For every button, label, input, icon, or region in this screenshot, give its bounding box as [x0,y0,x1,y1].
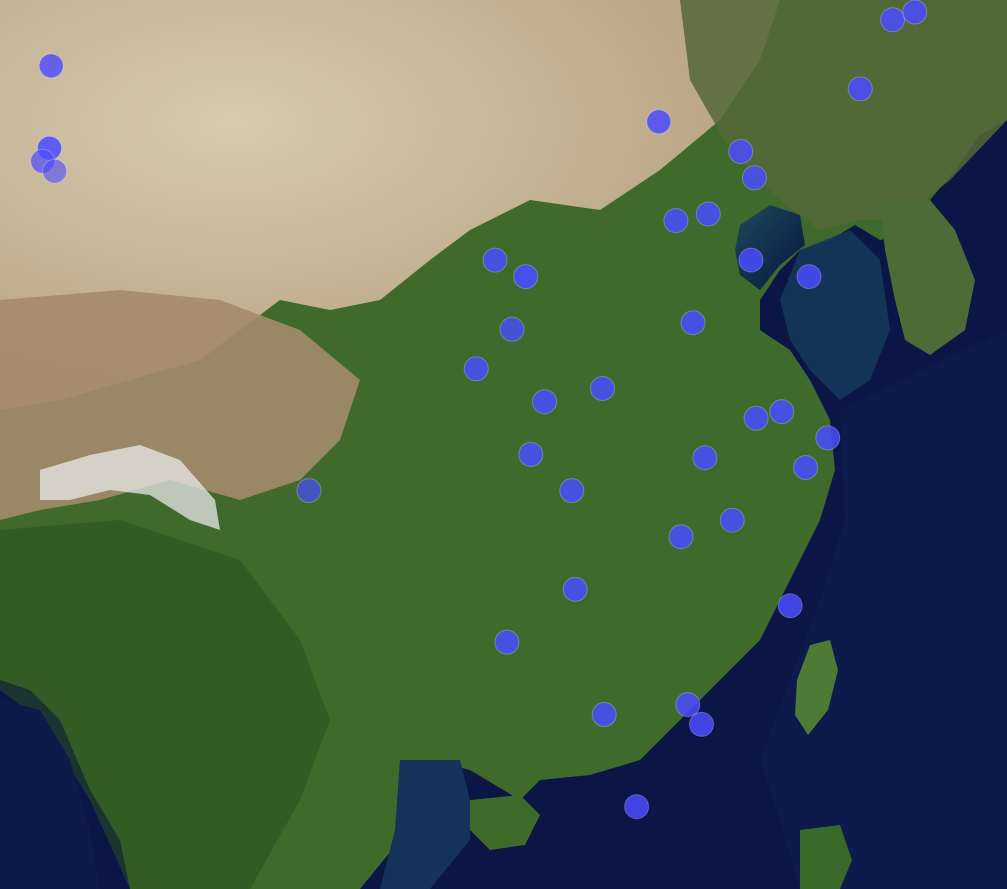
map-marker[interactable] [296,478,322,504]
land-forest-south [0,520,330,889]
land-taiwan [795,640,838,735]
map-marker[interactable] [769,399,795,425]
map-marker[interactable] [815,425,841,451]
map-marker[interactable] [624,794,650,820]
map-marker[interactable] [902,0,928,25]
map-marker[interactable] [499,316,525,342]
map-marker[interactable] [513,264,539,290]
land-luzon [800,825,852,889]
land-korea [880,200,975,355]
map-marker[interactable] [743,405,769,431]
map-marker[interactable] [646,109,672,135]
map-marker[interactable] [692,445,718,471]
map-marker[interactable] [42,158,68,184]
map-marker[interactable] [663,208,689,234]
sea-bengal [0,700,100,889]
map-marker[interactable] [518,441,544,467]
map-marker[interactable] [741,165,767,191]
sea-east [760,330,1007,889]
map-marker[interactable] [719,507,745,533]
map-marker[interactable] [463,356,489,382]
map-marker[interactable] [675,692,701,718]
land-hainan [470,795,540,850]
map-marker[interactable] [689,711,714,737]
map-marker[interactable] [777,593,803,619]
map-marker[interactable] [793,455,819,480]
map-marker[interactable] [695,201,721,227]
map-marker[interactable] [559,478,585,504]
map-marker[interactable] [482,247,508,273]
map-marker[interactable] [591,702,617,727]
map-marker[interactable] [590,376,615,401]
sea-tonkin [380,760,470,889]
map-marker[interactable] [562,576,588,602]
map-marker[interactable] [668,524,694,550]
map-marker[interactable] [796,264,822,290]
map-marker[interactable] [680,310,706,336]
map-marker[interactable] [532,389,557,415]
land-snow [40,445,220,530]
map-marker[interactable] [880,7,906,33]
map-marker[interactable] [728,139,754,164]
map-marker[interactable] [494,629,520,655]
map-marker[interactable] [738,247,764,273]
map-marker[interactable] [38,53,64,79]
map-marker[interactable] [847,76,873,102]
